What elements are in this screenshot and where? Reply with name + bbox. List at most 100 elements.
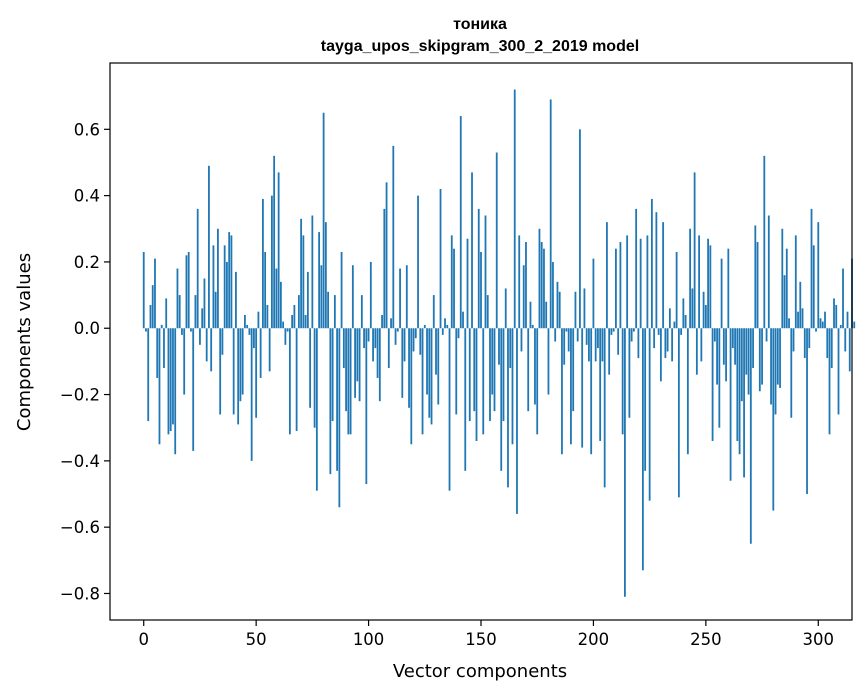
bar (680, 328, 683, 335)
bar (475, 328, 478, 441)
bar (187, 251, 190, 329)
bar (151, 285, 154, 329)
bar (615, 248, 617, 329)
bar (268, 328, 271, 372)
y-tick-label: −0.4 (60, 452, 100, 471)
bar (779, 328, 781, 388)
bar (473, 328, 476, 412)
bar (765, 328, 768, 342)
bar (428, 328, 431, 418)
bar (653, 328, 656, 349)
bar (430, 328, 433, 425)
bar (848, 328, 851, 372)
bar (255, 328, 258, 418)
bar (698, 235, 700, 329)
bar (819, 318, 822, 329)
bar (756, 242, 759, 329)
bar (704, 305, 707, 329)
bar (808, 328, 811, 349)
bar (749, 328, 752, 544)
bar (237, 328, 240, 425)
bar (675, 251, 678, 329)
y-tick-label: −0.6 (60, 518, 100, 537)
bar (772, 328, 775, 511)
bar (610, 328, 613, 335)
bar (543, 248, 545, 329)
bar (504, 288, 507, 329)
bar (549, 99, 552, 329)
bar (185, 255, 188, 329)
bar (266, 305, 269, 329)
bar (309, 328, 312, 408)
bar (459, 116, 462, 329)
bar (729, 328, 732, 481)
bar (315, 328, 318, 491)
bar (821, 321, 824, 329)
bar (383, 208, 386, 329)
bar (617, 328, 620, 355)
y-tick-label: 0.2 (74, 253, 100, 272)
bar (457, 328, 460, 339)
chart-subtitle: tayga_upos_skipgram_300_2_2019 model (321, 38, 639, 55)
bar (509, 328, 512, 369)
bar (684, 314, 687, 329)
bar (677, 328, 680, 498)
bar (480, 251, 482, 329)
bar (662, 222, 665, 329)
plot-frame (109, 62, 853, 621)
bar (482, 328, 485, 435)
bar (619, 242, 622, 329)
bar (417, 195, 419, 329)
bar (603, 328, 606, 488)
bar (682, 298, 685, 329)
y-tick-label: 0.6 (74, 120, 100, 139)
bar (387, 328, 390, 369)
bar (693, 172, 696, 329)
bar (612, 328, 615, 332)
x-tick-label: 150 (465, 630, 497, 649)
bar (201, 308, 204, 329)
bar (556, 281, 559, 329)
bar (322, 112, 325, 329)
bar (331, 328, 334, 422)
bar (817, 222, 820, 329)
bar (507, 328, 509, 488)
bar (239, 328, 242, 402)
bar (165, 298, 168, 329)
bar (585, 328, 588, 345)
bar (354, 328, 356, 398)
bar (824, 311, 826, 329)
bar (223, 245, 226, 329)
bar (588, 328, 590, 362)
bar (716, 328, 718, 385)
bar (448, 328, 451, 491)
bar (545, 301, 548, 329)
bar (232, 328, 235, 415)
bar (347, 328, 350, 435)
bar (270, 195, 273, 329)
bar (633, 328, 635, 332)
bar (167, 328, 170, 435)
bar (489, 328, 491, 422)
bar (172, 328, 174, 425)
bar (763, 155, 766, 329)
bar (208, 165, 210, 329)
bar (453, 248, 455, 329)
bar (226, 261, 228, 329)
bar (217, 228, 219, 329)
bar (639, 238, 642, 329)
bar (788, 318, 790, 329)
bar (327, 291, 329, 329)
bar (686, 328, 689, 455)
x-tick-label: 300 (803, 630, 835, 649)
bar (253, 328, 255, 349)
bar (671, 328, 674, 362)
bar (853, 321, 856, 329)
bar (423, 324, 426, 329)
bar (214, 291, 217, 329)
bar (570, 328, 572, 445)
bar (392, 145, 395, 329)
x-tick-label: 0 (138, 630, 149, 649)
bar (637, 328, 640, 359)
bar (163, 328, 165, 369)
